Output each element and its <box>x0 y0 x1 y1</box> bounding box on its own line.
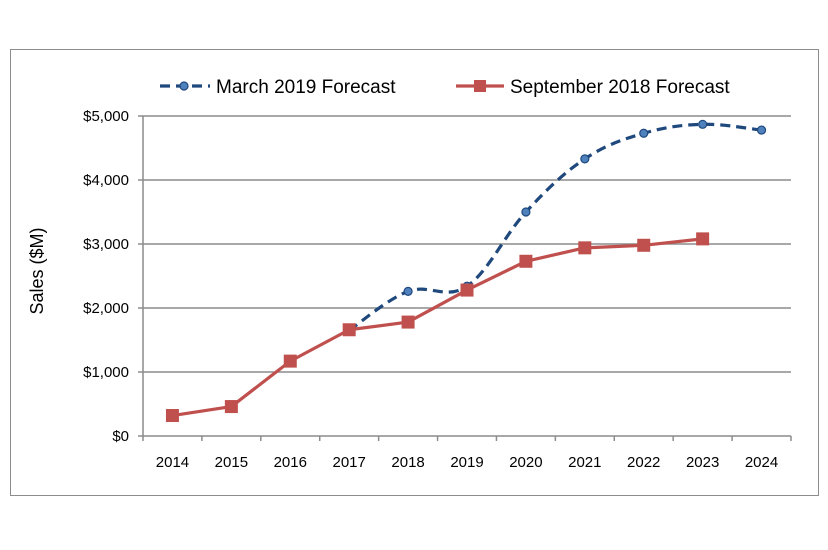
x-tick-label: 2023 <box>686 454 719 471</box>
x-tick-label: 2014 <box>156 454 189 471</box>
data-point-september-2018 <box>342 323 356 337</box>
y-tick-label: $1,000 <box>83 364 129 381</box>
series-line-march-2019 <box>348 122 762 332</box>
data-point-march-2019 <box>521 207 531 217</box>
data-point-september-2018 <box>401 315 415 329</box>
x-tick-label: 2022 <box>627 454 660 471</box>
x-tick-label: 2017 <box>332 454 365 471</box>
y-tick-label: $2,000 <box>83 300 129 317</box>
x-tick-label: 2016 <box>274 454 307 471</box>
series-group <box>165 119 767 423</box>
data-point-september-2018 <box>696 232 710 246</box>
data-point-september-2018 <box>283 354 297 368</box>
series-line-september-2018 <box>172 237 703 418</box>
y-tick-label: $3,000 <box>83 236 129 253</box>
x-tick-label: 2020 <box>509 454 542 471</box>
data-point-september-2018 <box>519 254 533 268</box>
y-tick-label: $5,000 <box>83 108 129 125</box>
axes <box>138 115 792 441</box>
x-tick-label: 2018 <box>391 454 424 471</box>
y-tick-labels: $0 $1,000 $2,000 $3,000 $4,000 $5,000 <box>83 108 129 445</box>
legend-label-september-2018: September 2018 Forecast <box>510 77 730 98</box>
y-tick-label: $4,000 <box>83 172 129 189</box>
gridlines <box>143 115 791 373</box>
data-point-march-2019 <box>639 128 649 138</box>
y-axis-title: Sales ($M) <box>27 227 47 314</box>
legend: March 2019 Forecast September 2018 Foreca… <box>160 77 730 98</box>
data-point-march-2019 <box>756 125 767 135</box>
data-point-march-2019 <box>698 119 708 129</box>
data-point-september-2018 <box>637 238 651 252</box>
x-tick-label: 2021 <box>568 454 601 471</box>
x-tick-labels: 2014 2015 2016 2017 2018 2019 2020 2021 2022 2023… <box>156 454 778 471</box>
chart-frame <box>10 49 819 496</box>
legend-marker-september-2018 <box>474 80 486 92</box>
x-tick-label: 2019 <box>450 454 483 471</box>
data-point-march-2019 <box>403 286 413 296</box>
y-tick-label: $0 <box>112 428 129 445</box>
legend-label-march-2019: March 2019 Forecast <box>216 77 396 98</box>
x-tick-label: 2024 <box>745 454 778 471</box>
data-point-september-2018 <box>460 283 474 297</box>
data-point-september-2018 <box>578 241 592 255</box>
data-point-september-2018 <box>165 409 179 423</box>
legend-marker-march-2019 <box>179 81 189 91</box>
data-point-september-2018 <box>224 400 238 414</box>
x-tick-label: 2015 <box>215 454 248 471</box>
data-point-march-2019 <box>580 154 590 164</box>
